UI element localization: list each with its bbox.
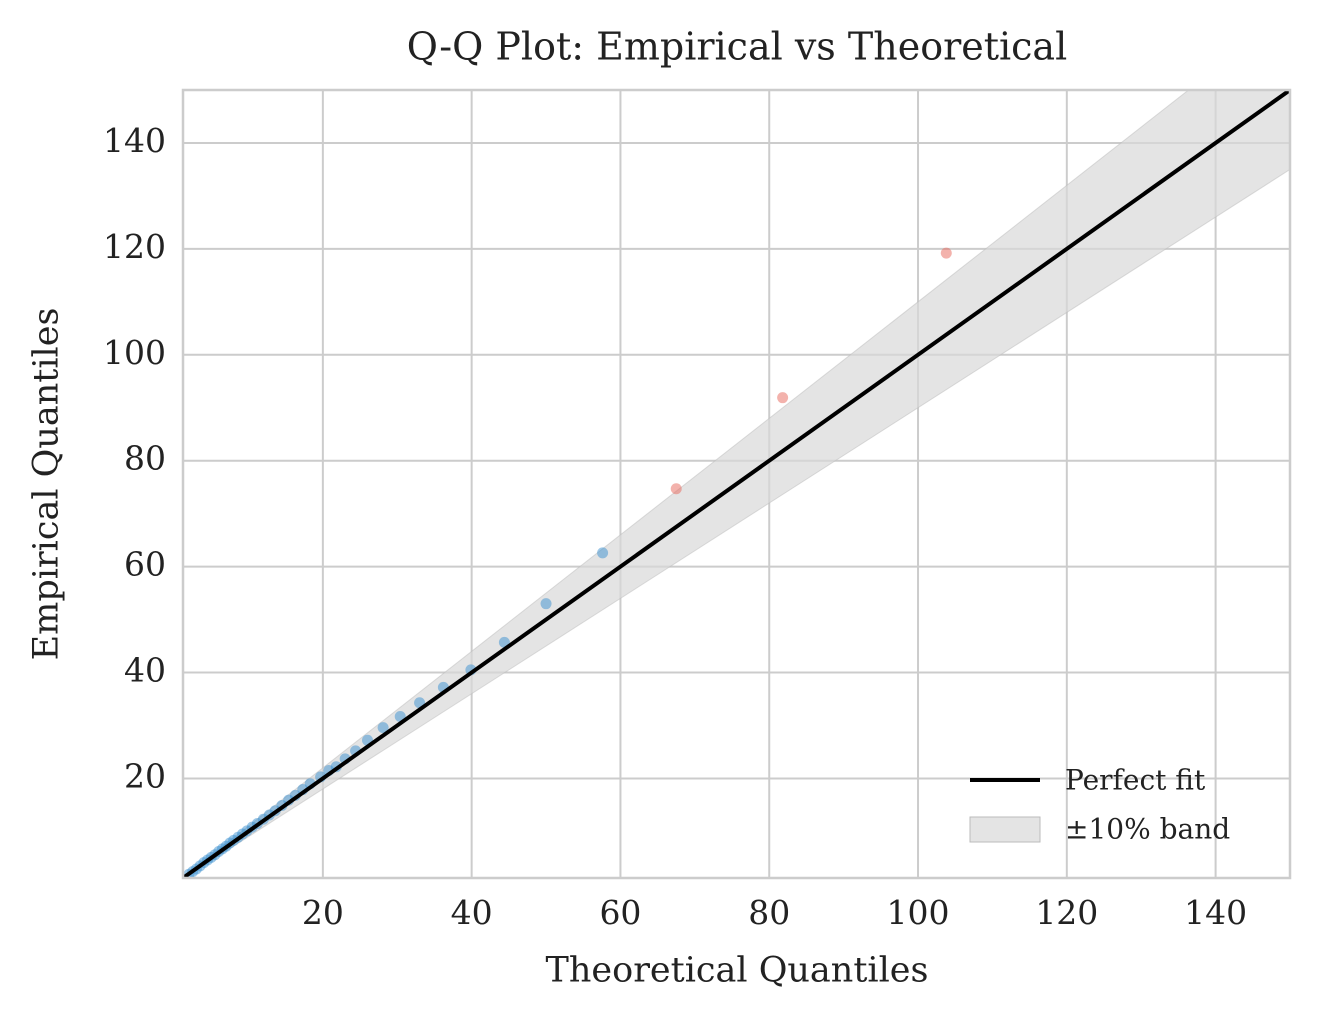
x-tick-label: 40 [451,893,493,932]
point [670,483,682,495]
y-tick-label: 40 [124,651,166,690]
x-tick-label: 60 [599,893,641,932]
y-tick-label: 140 [103,121,166,160]
x-tick-label: 80 [748,893,790,932]
point [597,547,609,559]
point [777,392,789,404]
y-tick-label: 120 [103,227,166,266]
x-tick-label: 100 [887,893,950,932]
plot-frame [181,88,1292,880]
legend-label: ±10% band [1065,813,1230,846]
legend-swatch [969,816,1041,843]
point [540,598,552,610]
x-tick-label: 20 [302,893,344,932]
x-tick-label: 140 [1184,893,1247,932]
chart-title: Q-Q Plot: Empirical vs Theoretical [407,25,1068,69]
y-tick-label: 20 [124,756,166,795]
x-axis-label: Theoretical Quantiles [546,951,929,991]
y-tick-label: 80 [124,439,166,478]
legend-label: Perfect fit [1065,764,1206,797]
legend: Perfect fit ±10% band [969,764,1230,846]
x-tick-label: 120 [1035,893,1098,932]
fit-line [183,90,1290,878]
y-axis-label: Empirical Quantiles [27,308,67,661]
point [940,247,952,259]
band [183,90,1290,878]
plot-area [183,90,1290,878]
point [377,722,389,734]
y-tick-label: 100 [103,333,166,372]
y-tick-label: 60 [124,545,166,584]
